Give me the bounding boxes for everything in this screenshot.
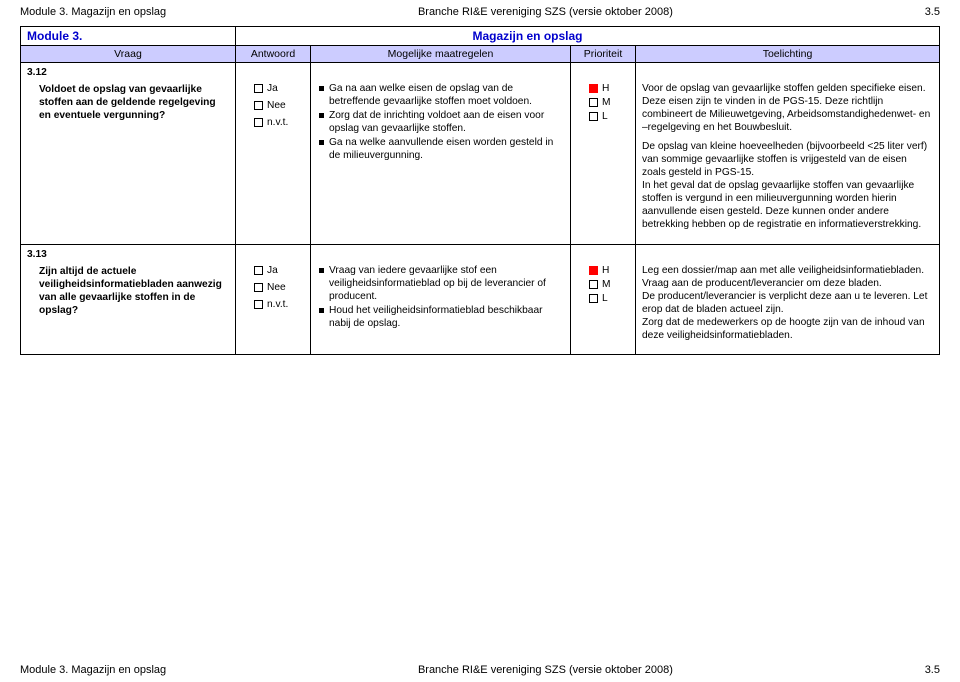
footer-right: 3.5 bbox=[925, 664, 940, 676]
table-row: 3.13 Zijn altijd de actuele veiligheidsi… bbox=[21, 245, 939, 355]
checkbox-icon bbox=[254, 118, 263, 127]
checkbox-icon bbox=[589, 112, 598, 121]
measures-cell: Vraag van iedere gevaarlijke stof een ve… bbox=[311, 245, 571, 354]
question-cell: 3.12 Voldoet de opslag van gevaarlijke s… bbox=[21, 63, 236, 244]
answer-option-nvt[interactable]: n.v.t. bbox=[254, 116, 304, 129]
checkbox-icon bbox=[589, 280, 598, 289]
checkbox-filled-icon bbox=[589, 84, 598, 93]
table-row: 3.12 Voldoet de opslag van gevaarlijke s… bbox=[21, 63, 939, 245]
answer-cell: Ja Nee n.v.t. bbox=[236, 245, 311, 354]
checkbox-icon bbox=[254, 101, 263, 110]
checkbox-icon bbox=[254, 283, 263, 292]
main-table: Module 3. Magazijn en opslag Vraag Antwo… bbox=[20, 26, 940, 355]
question-number: 3.12 bbox=[27, 66, 229, 79]
question-text: Zijn altijd de actuele veiligheidsinform… bbox=[39, 265, 229, 317]
col-header-maatregelen: Mogelijke maatregelen bbox=[311, 46, 571, 62]
measure-item: Ga na aan welke eisen de opslag van de b… bbox=[317, 82, 564, 108]
priority-option-l[interactable]: L bbox=[589, 110, 629, 123]
module-title: Module 3. bbox=[21, 27, 236, 45]
page-header: Module 3. Magazijn en opslag Branche RI&… bbox=[0, 0, 960, 22]
answer-option-nee[interactable]: Nee bbox=[254, 99, 304, 112]
footer-left: Module 3. Magazijn en opslag bbox=[20, 664, 166, 676]
explanation-cell: Voor de opslag van gevaarlijke stoffen g… bbox=[636, 63, 939, 244]
checkbox-icon bbox=[254, 300, 263, 309]
priority-option-m[interactable]: M bbox=[589, 96, 629, 109]
answer-option-nee[interactable]: Nee bbox=[254, 281, 304, 294]
checkbox-icon bbox=[254, 84, 263, 93]
page-footer: Module 3. Magazijn en opslag Branche RI&… bbox=[0, 664, 960, 676]
checkbox-filled-icon bbox=[589, 266, 598, 275]
answer-option-ja[interactable]: Ja bbox=[254, 82, 304, 95]
footer-center: Branche RI&E vereniging SZS (versie okto… bbox=[418, 664, 673, 676]
question-text: Voldoet de opslag van gevaarlijke stoffe… bbox=[39, 83, 229, 122]
measure-item: Zorg dat de inrichting voldoet aan de ei… bbox=[317, 109, 564, 135]
title-row: Module 3. Magazijn en opslag bbox=[21, 27, 939, 45]
measures-cell: Ga na aan welke eisen de opslag van de b… bbox=[311, 63, 571, 244]
header-right: 3.5 bbox=[925, 6, 940, 18]
question-number: 3.13 bbox=[27, 248, 229, 261]
checkbox-icon bbox=[589, 294, 598, 303]
col-header-antwoord: Antwoord bbox=[236, 46, 311, 62]
measure-item: Vraag van iedere gevaarlijke stof een ve… bbox=[317, 264, 564, 303]
priority-option-h[interactable]: H bbox=[589, 82, 629, 95]
priority-option-m[interactable]: M bbox=[589, 278, 629, 291]
priority-cell: H M L bbox=[571, 63, 636, 244]
answer-option-ja[interactable]: Ja bbox=[254, 264, 304, 277]
col-header-prioriteit: Prioriteit bbox=[571, 46, 636, 62]
answer-option-nvt[interactable]: n.v.t. bbox=[254, 298, 304, 311]
priority-option-l[interactable]: L bbox=[589, 292, 629, 305]
explanation-paragraph: Voor de opslag van gevaarlijke stoffen g… bbox=[642, 82, 933, 134]
header-center: Branche RI&E vereniging SZS (versie okto… bbox=[418, 6, 673, 18]
priority-option-h[interactable]: H bbox=[589, 264, 629, 277]
question-cell: 3.13 Zijn altijd de actuele veiligheidsi… bbox=[21, 245, 236, 354]
explanation-paragraph: Leg een dossier/map aan met alle veiligh… bbox=[642, 264, 933, 342]
priority-cell: H M L bbox=[571, 245, 636, 354]
measure-item: Ga na welke aanvullende eisen worden ges… bbox=[317, 136, 564, 162]
column-header-row: Vraag Antwoord Mogelijke maatregelen Pri… bbox=[21, 45, 939, 63]
explanation-paragraph: De opslag van kleine hoeveelheden (bijvo… bbox=[642, 140, 933, 231]
col-header-toelichting: Toelichting bbox=[636, 46, 939, 62]
measure-item: Houd het veiligheidsinformatieblad besch… bbox=[317, 304, 564, 330]
checkbox-icon bbox=[589, 98, 598, 107]
header-left: Module 3. Magazijn en opslag bbox=[20, 6, 166, 18]
explanation-cell: Leg een dossier/map aan met alle veiligh… bbox=[636, 245, 939, 354]
col-header-vraag: Vraag bbox=[21, 46, 236, 62]
checkbox-icon bbox=[254, 266, 263, 275]
section-title: Magazijn en opslag bbox=[236, 27, 939, 45]
answer-cell: Ja Nee n.v.t. bbox=[236, 63, 311, 244]
